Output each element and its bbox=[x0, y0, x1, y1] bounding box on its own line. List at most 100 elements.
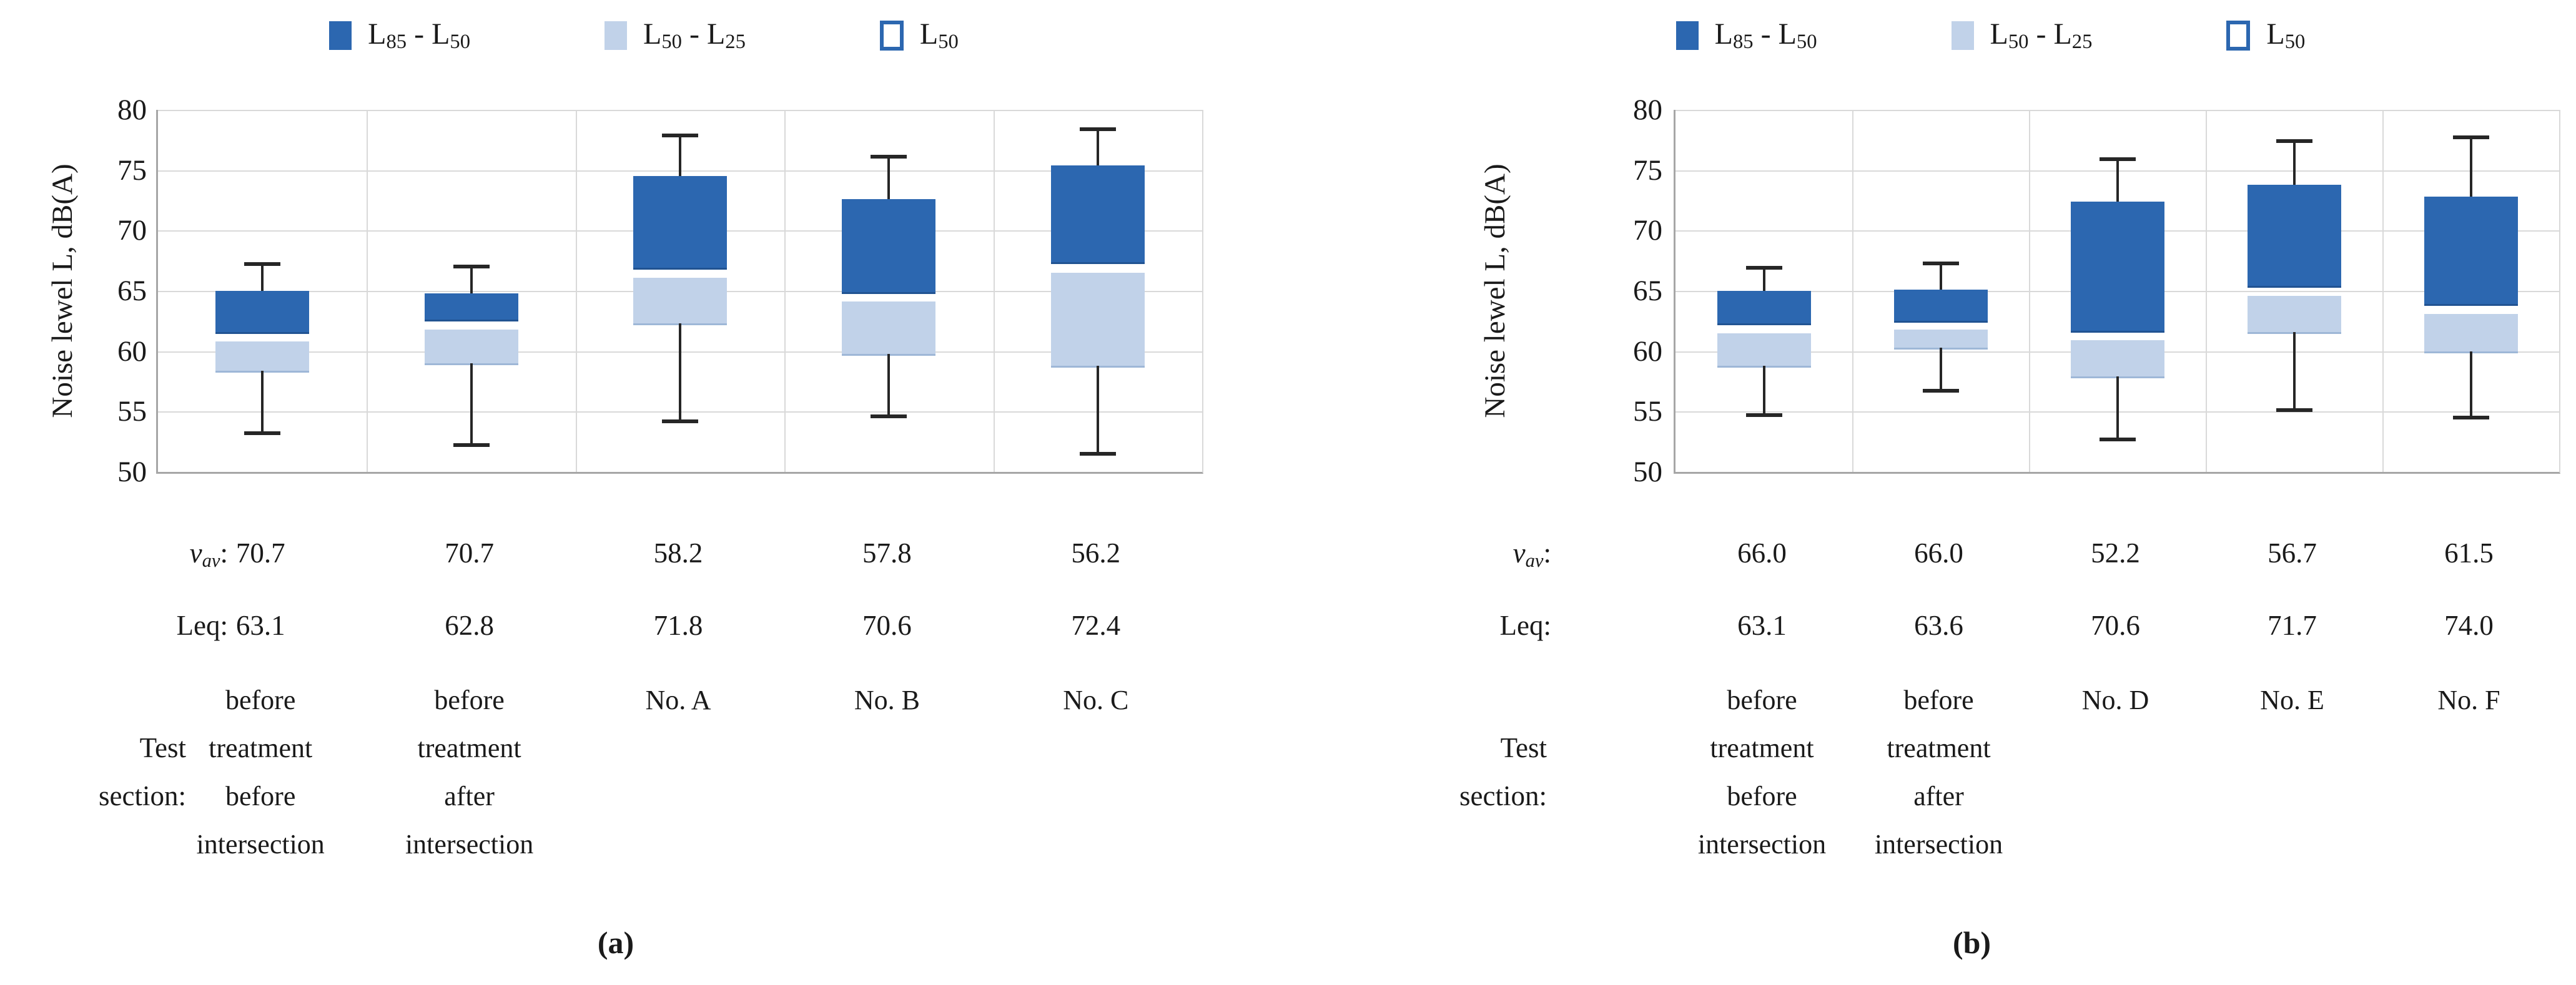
box-l50-l25 bbox=[2424, 313, 2518, 353]
vav-value: 56.2 bbox=[1071, 537, 1121, 569]
column-separator bbox=[2206, 110, 2207, 472]
whisker-lower-cap bbox=[871, 414, 907, 419]
whisker-lower-stem bbox=[1762, 365, 1765, 416]
legend-text: - L bbox=[407, 17, 450, 51]
y-tick-55: 55 bbox=[117, 395, 147, 428]
chart-caption-b: (b) bbox=[1952, 925, 1991, 960]
vav-row-label: vav: bbox=[1401, 536, 1551, 571]
leq-value: 62.8 bbox=[445, 610, 494, 641]
whisker-upper-cap bbox=[1079, 127, 1116, 131]
whisker-lower-cap bbox=[1079, 452, 1116, 456]
legend-item-l50: L50 bbox=[2226, 12, 2305, 59]
box-l50-l25 bbox=[633, 277, 727, 326]
box-l50-l25 bbox=[842, 301, 936, 356]
column-separator bbox=[2382, 110, 2384, 472]
whisker-upper-cap bbox=[2099, 157, 2136, 162]
whisker-lower-stem bbox=[679, 323, 681, 421]
whisker-upper-stem bbox=[1096, 129, 1099, 165]
whisker-upper-stem bbox=[887, 157, 891, 200]
whisker-upper-stem bbox=[470, 267, 473, 293]
category-label-line: No. F bbox=[2437, 685, 2500, 715]
legend-subscript: 50 bbox=[1796, 31, 1817, 54]
leq-value: 63.1 bbox=[1737, 610, 1787, 641]
legend-text: L bbox=[368, 17, 387, 51]
whisker-upper-cap bbox=[1745, 266, 1782, 270]
legend-subscript: 50 bbox=[450, 31, 471, 54]
legend-text: L bbox=[643, 17, 662, 51]
category-label-line: before bbox=[434, 685, 505, 715]
whisker-lower-stem bbox=[2116, 376, 2119, 439]
test-section-row-label: section: bbox=[99, 780, 186, 811]
box-l85-l50 bbox=[2070, 201, 2164, 333]
whisker-lower-stem bbox=[470, 363, 473, 446]
vav-value: 70.7 bbox=[445, 537, 494, 569]
legend-subscript: 50 bbox=[2284, 31, 2306, 54]
whisker-upper-cap bbox=[1922, 261, 1959, 265]
category-label-line: No. E bbox=[2260, 685, 2324, 715]
vav-symbol: v bbox=[1513, 537, 1526, 569]
whisker-upper-stem bbox=[1762, 268, 1765, 291]
box-l85-l50 bbox=[1050, 165, 1145, 264]
column-separator bbox=[993, 110, 995, 472]
legend-item-label: L50 bbox=[2266, 12, 2305, 59]
vav-value: 70.7 bbox=[235, 537, 285, 569]
leq-value: 72.4 bbox=[1071, 610, 1121, 641]
whisker-lower-cap bbox=[2452, 416, 2489, 419]
box-l85-l50 bbox=[424, 293, 518, 322]
whisker-upper-cap bbox=[871, 155, 907, 159]
vav-value: 58.2 bbox=[653, 537, 703, 569]
legend-item-label: L50 - L25 bbox=[1990, 12, 2093, 59]
vav-value: 66.0 bbox=[1737, 537, 1787, 569]
leq-value: 63.6 bbox=[1914, 610, 1963, 641]
whisker-upper-stem bbox=[2292, 141, 2296, 185]
legend-swatch-outline bbox=[879, 21, 904, 51]
whisker-upper-cap bbox=[662, 133, 698, 137]
gridline-80 bbox=[1675, 110, 2559, 111]
legend-item-label: L50 - L25 bbox=[643, 12, 746, 59]
vav-value: 56.7 bbox=[2268, 537, 2317, 569]
legend-item-label: L85 - L50 bbox=[1715, 12, 1817, 59]
legend-subscript: 25 bbox=[2071, 31, 2093, 54]
whisker-lower-stem bbox=[2469, 351, 2472, 418]
gridline-80 bbox=[158, 110, 1202, 111]
legend-subscript: 50 bbox=[938, 31, 959, 54]
whisker-lower-stem bbox=[1939, 347, 1942, 391]
whisker-lower-stem bbox=[261, 370, 264, 434]
test-section-row-label: section: bbox=[1459, 780, 1547, 811]
leq-value: 70.6 bbox=[2091, 610, 2140, 641]
category-label-line: intersection bbox=[405, 829, 534, 860]
box-l50-l25 bbox=[1893, 329, 1988, 350]
category-label-line: after bbox=[1913, 781, 1964, 811]
box-l85-l50 bbox=[633, 176, 727, 270]
test-section-row-label: Test bbox=[139, 732, 186, 763]
vav-value: 66.0 bbox=[1914, 537, 1963, 569]
box-l50-l25 bbox=[1050, 273, 1145, 368]
category-label-line: treatment bbox=[1710, 733, 1814, 763]
legend-item-l50: L50 bbox=[879, 12, 959, 59]
legend-item-L50: L50 - L25 bbox=[1951, 12, 2093, 59]
legend-swatch-dark bbox=[329, 21, 352, 50]
test-section-row-label: Test bbox=[1500, 732, 1547, 763]
y-tick-50: 50 bbox=[117, 456, 147, 488]
vav-row-label: vav: bbox=[78, 536, 228, 571]
whisker-upper-stem bbox=[1939, 263, 1942, 290]
category-label-line: before bbox=[225, 685, 296, 715]
legend-subscript: 85 bbox=[1732, 31, 1754, 54]
box-l50-l25 bbox=[1717, 333, 1811, 368]
legend-swatch-light bbox=[1951, 21, 1974, 50]
legend-item-label: L85 - L50 bbox=[368, 12, 470, 59]
box-l50-l25 bbox=[2070, 340, 2164, 379]
column-separator bbox=[784, 110, 786, 472]
whisker-upper-stem bbox=[2116, 159, 2119, 202]
category-label-line: No. D bbox=[2081, 685, 2149, 715]
chart-a: L85 - L50 L50 - L25 L50 Noise lewel L, dB(A… bbox=[46, 12, 1203, 960]
vav-subscript: av bbox=[202, 550, 220, 572]
vav-symbol: v bbox=[189, 537, 202, 569]
plot-area bbox=[1674, 110, 2560, 474]
box-l50-l25 bbox=[424, 329, 518, 365]
category-label-line: No. C bbox=[1063, 685, 1129, 715]
category-label-line: treatment bbox=[209, 733, 313, 763]
whisker-upper-stem bbox=[261, 264, 264, 291]
leq-row-label: Leq: bbox=[176, 610, 228, 641]
